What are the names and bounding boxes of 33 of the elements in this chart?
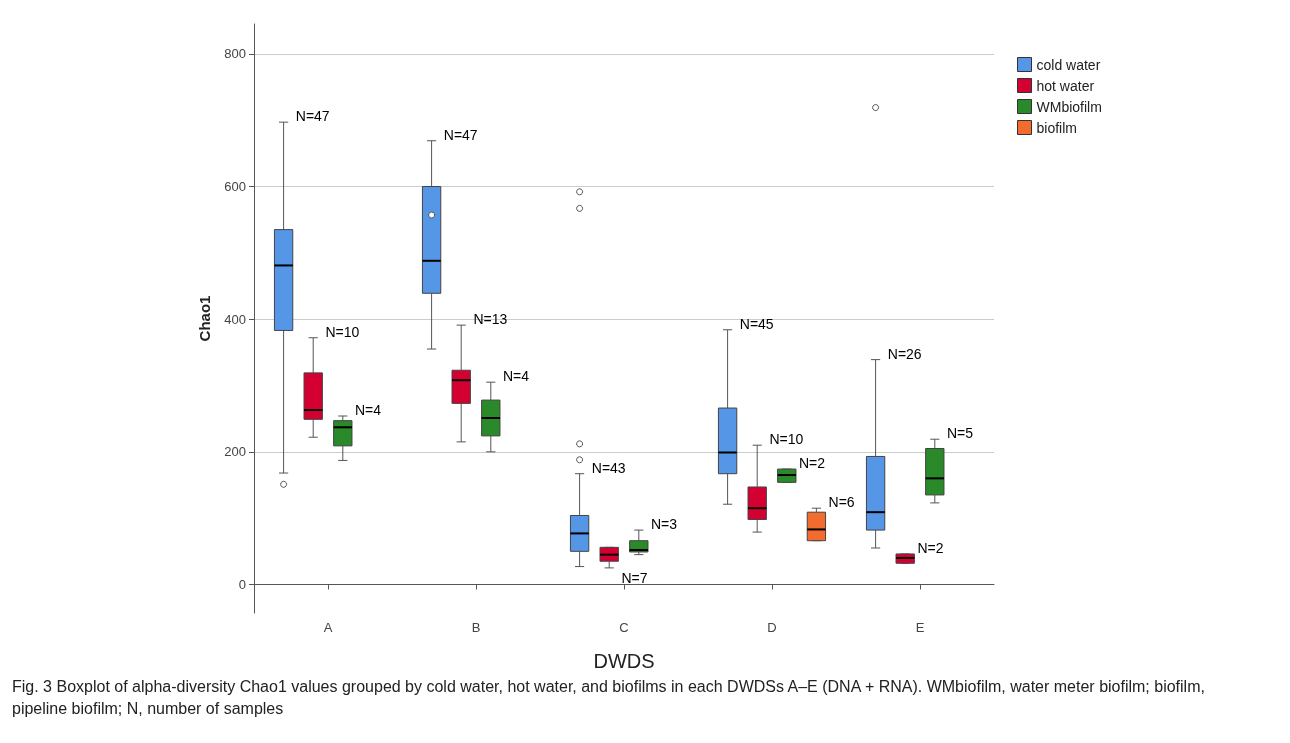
text: N=47 <box>443 126 478 143</box>
legend-label: cold water <box>1036 56 1101 73</box>
x-tick-label: D <box>767 620 777 635</box>
y-axis-title: Chao1 <box>196 295 213 342</box>
caption: Fig. 3 Boxplot of alpha-diversity Chao1 values grouped by cold water, hot water, and biofilms in each DWDSs A–E (DNA + RNA). WMbiofilm, water meter biofilm; biofilm, pipeline biofilm; N, number of samples <box>12 677 1210 717</box>
text: N=4 <box>502 368 530 385</box>
text: N=4 <box>354 402 382 418</box>
y-tick-label: 800 <box>224 46 246 62</box>
legend-label: WMbiofilm <box>1036 98 1102 115</box>
text: N=2 <box>798 455 826 472</box>
text: N=5 <box>946 425 974 442</box>
x-tick-label: E <box>915 620 925 635</box>
text: N=6 <box>828 494 855 511</box>
text: N=3 <box>650 516 678 533</box>
y-tick-label: 0 <box>238 576 246 592</box>
text: N=45 <box>739 315 774 332</box>
x-tick-label: A <box>323 620 333 635</box>
x-tick-label: C <box>619 620 629 635</box>
y-tick-label: 600 <box>224 179 246 195</box>
text: N=10 <box>325 323 360 340</box>
y-tick-label: 200 <box>224 444 246 460</box>
x-tick-label: B <box>471 620 481 635</box>
x-axis-title: DWDS <box>593 650 655 672</box>
text: N=13 <box>473 311 508 328</box>
text: N=7 <box>621 569 648 586</box>
text: N=2 <box>917 539 944 556</box>
legend-label: biofilm <box>1036 119 1077 136</box>
text: N=26 <box>887 345 922 362</box>
y-tick-label: 400 <box>224 311 246 327</box>
legend-label: hot water <box>1036 77 1095 94</box>
text: N=47 <box>295 108 330 125</box>
text: N=10 <box>769 431 804 448</box>
text: N=43 <box>591 459 626 476</box>
